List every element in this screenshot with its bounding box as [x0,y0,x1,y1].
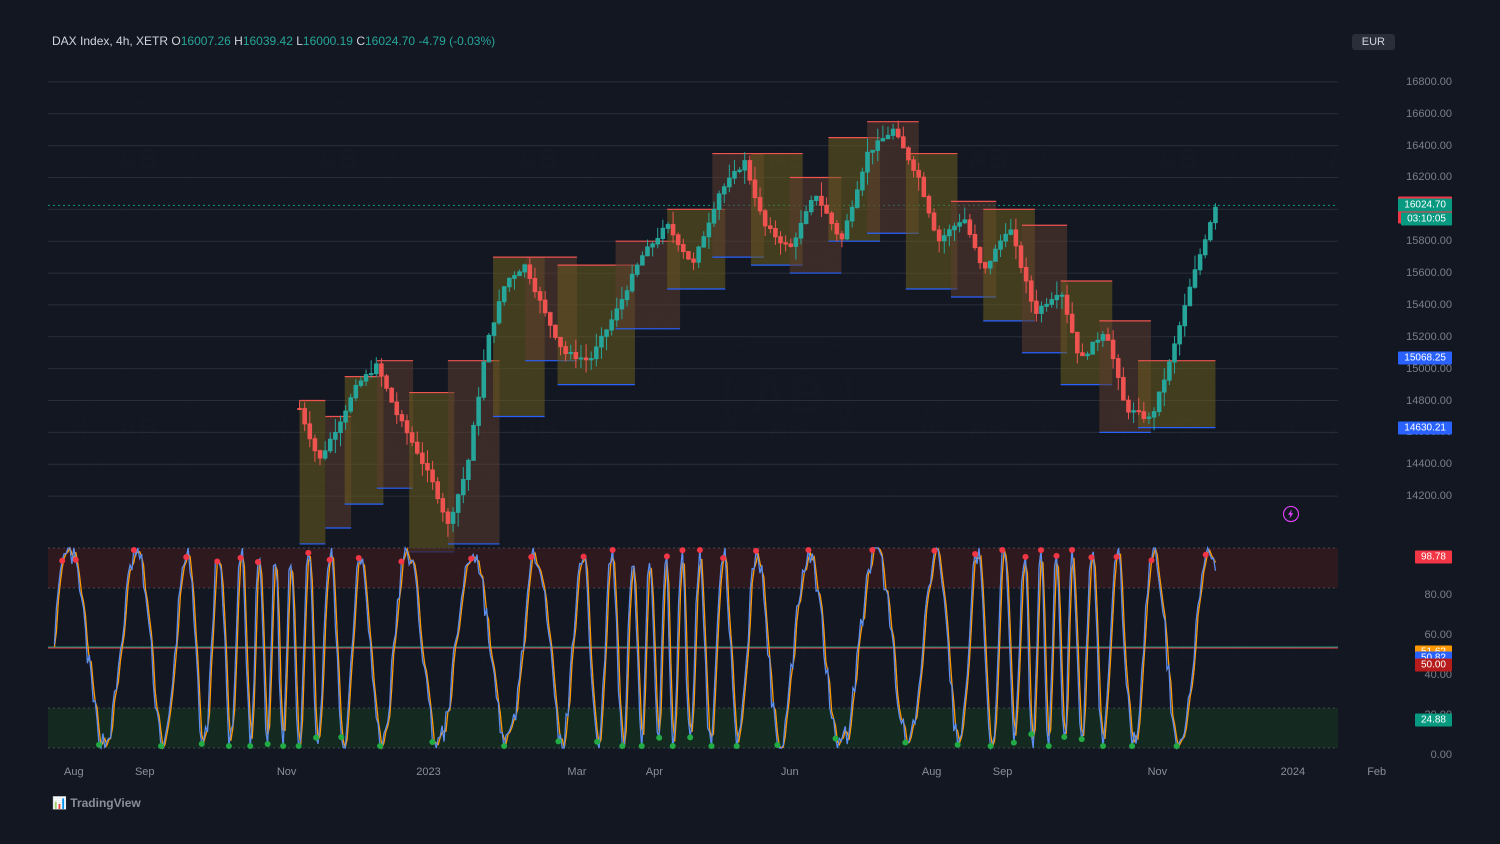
osc-tick: 60.00 [1424,629,1452,641]
svg-text:AB: AB [518,143,558,174]
svg-text:AB: AB [1328,143,1338,174]
oscillator-axis[interactable]: 0.0020.0040.0060.0080.0098.7851.6250.825… [1392,555,1452,755]
time-tick: Sep [993,766,1013,778]
svg-text:AB: AB [318,143,358,174]
price-tag: 16024.70 [1398,199,1452,212]
price-tick: 14400.00 [1406,458,1452,470]
time-tick: Nov [277,766,297,778]
svg-text:AB: AB [1328,413,1338,444]
svg-text:AB: AB [518,413,558,444]
svg-text:AB: AB [750,367,825,425]
osc-tick: 80.00 [1424,589,1452,601]
svg-text:AB: AB [1158,143,1198,174]
price-tick: 15000.00 [1406,363,1452,375]
price-tick: 16600.00 [1406,108,1452,120]
time-axis[interactable]: AugSepNov2023MarAprJunAugSepNov2024Feb [48,766,1338,784]
price-tick: 14800.00 [1406,395,1452,407]
svg-text:AB: AB [968,413,1008,444]
time-tick: Jun [781,766,799,778]
time-tick: Apr [646,766,663,778]
oscillator-panel [48,547,1338,749]
price-axis[interactable]: 16800.0016600.0016400.0016200.0016000.00… [1392,50,1452,550]
time-tick: Nov [1148,766,1168,778]
price-tag: 15068.25 [1398,351,1452,364]
osc-tag: 24.88 [1415,714,1452,727]
price-tick: 14200.00 [1406,490,1452,502]
price-tick: 16800.00 [1406,76,1452,88]
time-tick: 2023 [416,766,440,778]
svg-text:AB: AB [968,143,1008,174]
price-tick: 15200.00 [1406,331,1452,343]
svg-text:AB: AB [118,413,158,444]
osc-tag: 50.00 [1415,659,1452,672]
tradingview-brand: 📊 TradingView [52,796,141,810]
price-tick: 15400.00 [1406,299,1452,311]
currency-badge[interactable]: EUR [1352,34,1395,50]
price-tick: 15600.00 [1406,267,1452,279]
price-tick: 15800.00 [1406,235,1452,247]
time-tick: Aug [64,766,84,778]
price-tick: 16200.00 [1406,171,1452,183]
time-tick: Mar [567,766,586,778]
osc-tag: 98.78 [1415,551,1452,564]
price-tag: 03:10:05 [1401,213,1452,226]
svg-text:AB: AB [118,143,158,174]
price-tick: 16400.00 [1406,140,1452,152]
flash-icon[interactable] [1282,505,1300,523]
time-tick: 2024 [1281,766,1305,778]
price-chart[interactable]: AB AB AB AB [48,28,1338,758]
osc-tick: 0.00 [1431,749,1452,761]
price-tag: 14630.21 [1398,421,1452,434]
time-tick: Sep [135,766,155,778]
time-tick: Feb [1367,766,1386,778]
time-tick: Aug [922,766,942,778]
